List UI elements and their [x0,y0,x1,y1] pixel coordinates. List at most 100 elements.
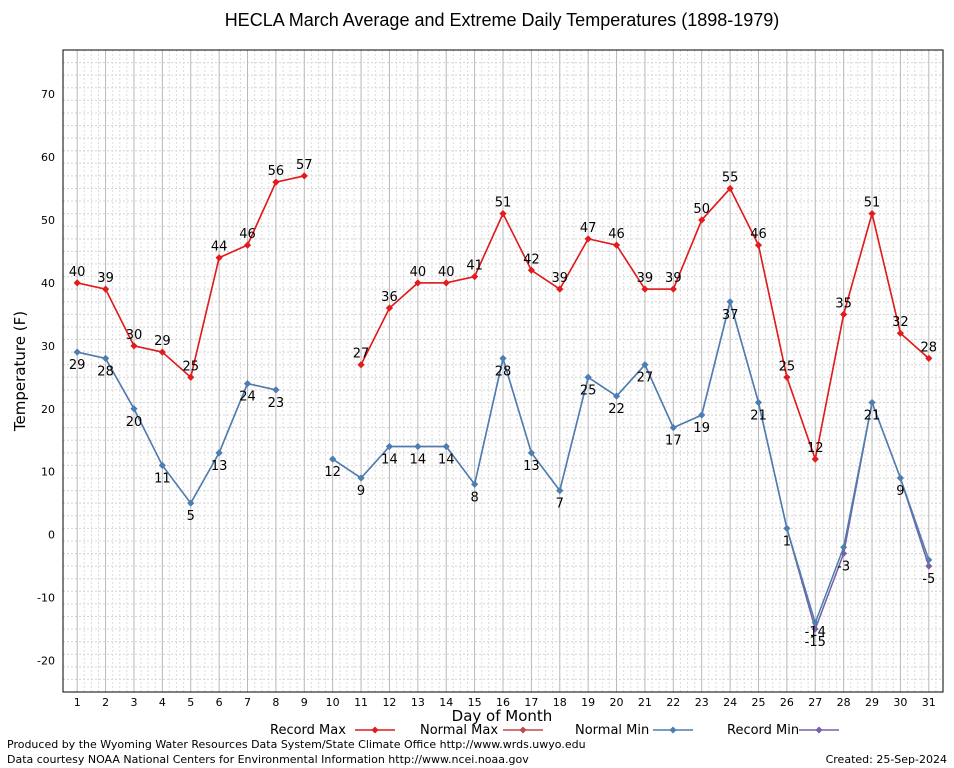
x-tick-label: 22 [666,696,680,709]
series-point-normal-min [187,499,195,507]
x-tick-label: 11 [354,696,368,709]
min-data-label: 9 [896,484,904,499]
min-data-label: 14 [381,453,398,468]
series-point-normal-min [811,619,819,627]
x-tick-label: 9 [301,696,308,709]
y-tick-label: 0 [48,529,55,542]
series-point-record-max [300,172,308,180]
series-point-normal-min [896,474,904,482]
series-point-normal-min [868,398,876,406]
min-data-label: 14 [410,453,427,468]
series-point-record-max [272,178,280,186]
max-data-label: 32 [892,315,909,330]
x-tick-label: 3 [130,696,137,709]
series-point-record-max [527,266,535,274]
min-data-label: 23 [268,396,285,411]
x-tick-label: 14 [439,696,453,709]
x-tick-label: 13 [411,696,425,709]
series-point-record-max [925,354,933,362]
series-point-normal-min [471,480,479,488]
series-point-normal-min [102,354,110,362]
max-data-label: 41 [466,259,483,274]
min-data-label: -15 [805,635,826,650]
normal-min-data-label: -14 [805,625,826,640]
legend-marker [371,726,379,734]
min-data-label: 29 [69,358,86,373]
x-axis-label: Day of Month [452,707,553,725]
series-point-record-max [244,241,252,249]
series-point-normal-min [158,461,166,469]
series-point-record-max [158,348,166,356]
max-data-label: 28 [921,340,938,355]
y-tick-label: -20 [37,655,55,668]
series-point-record-max [613,241,621,249]
series-point-record-max [442,279,450,287]
series-point-record-max [783,373,791,381]
x-tick-label: 12 [382,696,396,709]
min-data-label: -5 [922,572,935,587]
max-data-label: 40 [410,265,427,280]
series-point-normal-min [698,411,706,419]
y-tick-label: 50 [41,214,55,227]
y-tick-label: 20 [41,403,55,416]
series-point-record-min [925,562,933,570]
x-tick-label: 19 [581,696,595,709]
series-point-record-max [641,285,649,293]
max-data-label: 35 [835,296,852,311]
series-point-record-max [698,216,706,224]
series-point-normal-min [669,424,677,432]
footer-created: Created: 25-Sep-2024 [825,753,947,766]
min-data-label: 14 [438,453,455,468]
min-data-label: 22 [608,402,625,417]
x-tick-label: 18 [553,696,567,709]
min-data-label: 13 [523,459,540,474]
series-point-record-max [130,342,138,350]
series-point-record-max [385,304,393,312]
max-data-label: 51 [864,196,881,211]
min-data-label: 21 [750,408,767,423]
max-data-label: 46 [239,227,256,242]
series-point-normal-min [641,361,649,369]
max-data-label: 39 [97,271,114,286]
series-point-normal-min [754,398,762,406]
series-point-normal-min [357,474,365,482]
series-point-normal-min [499,354,507,362]
series-point-record-max [840,310,848,318]
legend-marker [815,726,823,734]
min-data-label: 21 [864,408,881,423]
x-tick-label: 6 [216,696,223,709]
x-tick-label: 24 [723,696,737,709]
max-data-label: 57 [296,158,313,173]
x-tick-label: 28 [837,696,851,709]
series-group [73,172,933,633]
min-data-label: 28 [495,364,512,379]
x-tick-label: 29 [865,696,879,709]
max-data-label: 44 [211,240,228,255]
series-point-record-max [73,279,81,287]
series-line-normal-min [77,351,277,505]
series-point-record-max [754,241,762,249]
series-point-normal-min [215,449,223,457]
legend-label: Normal Max [420,723,498,738]
max-data-label: 36 [381,290,398,305]
min-data-label: 8 [470,490,478,505]
min-data-label: 28 [97,364,114,379]
max-data-label: 55 [722,170,739,185]
max-data-label: 29 [154,334,171,349]
x-tick-label: 15 [468,696,482,709]
series-point-normal-min [527,449,535,457]
min-data-label: 1 [783,534,791,549]
max-data-label: 40 [69,265,86,280]
series-point-normal-min [726,298,734,306]
min-data-label: 37 [722,308,739,323]
max-data-label: 46 [608,227,625,242]
series-point-record-max [811,455,819,463]
min-data-label: -3 [837,560,850,575]
min-data-label: 7 [556,497,564,512]
series-point-normal-min [414,443,422,451]
series-point-record-max [215,254,223,262]
legend-label: Record Max [270,723,346,738]
min-data-label: 5 [187,509,195,524]
series-point-normal-min [783,524,791,532]
